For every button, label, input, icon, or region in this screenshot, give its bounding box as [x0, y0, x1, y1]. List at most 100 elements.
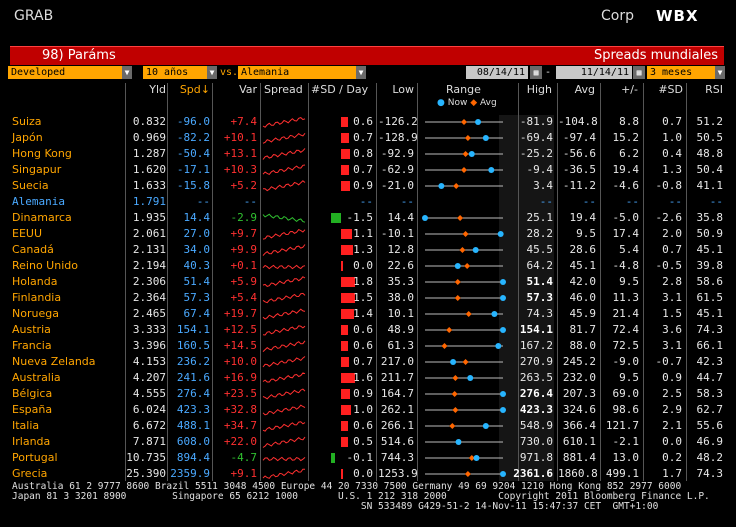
tenor-dropdown-icon[interactable]: ▼	[207, 66, 217, 79]
sd-day-bar	[341, 341, 349, 351]
table-row[interactable]: Hong Kong 1.287 -50.4 +13.1 0.8 -92.9 -25.2 -56…	[0, 146, 736, 162]
function-code: WBX	[656, 7, 699, 25]
sd-day-bar	[341, 357, 349, 367]
change-value: +5.4	[230, 291, 258, 304]
plus-minus-value: 9.5	[619, 275, 639, 288]
table-row[interactable]: Irlanda 7.871 608.0 +22.0 0.5 514.6 730.0 610.1…	[0, 434, 736, 450]
col-plus-minus[interactable]: +/-	[621, 83, 638, 96]
col-rsi[interactable]: RSI	[705, 83, 723, 96]
range-bar	[425, 423, 503, 429]
range-bar	[425, 375, 503, 381]
now-marker	[491, 311, 498, 317]
table-row[interactable]: Dinamarca 1.935 14.4 -2.9 -1.5 14.4 25.1 19.4 -5…	[0, 210, 736, 226]
col-spd[interactable]: Spd↓	[179, 83, 210, 96]
change-value: +0.1	[230, 259, 258, 272]
now-marker	[488, 167, 495, 173]
period-dropdown-icon[interactable]: ▼	[715, 66, 725, 79]
country-name: Canadá	[12, 243, 54, 256]
rsi-value: 35.8	[696, 211, 724, 224]
region-select[interactable]: Developed	[8, 66, 122, 79]
params-button[interactable]: 98) Paráms	[42, 48, 116, 63]
col-yld[interactable]: Yld	[149, 83, 166, 96]
table-row[interactable]: Francia 3.396 160.5 +14.5 0.6 61.3 167.2 88.0 72…	[0, 338, 736, 354]
region-dropdown-icon[interactable]: ▼	[122, 66, 132, 79]
sd-day-value: 0.6	[353, 115, 373, 128]
col-high[interactable]: High	[526, 83, 552, 96]
table-row[interactable]: Holanda 2.306 51.4 +5.9 1.8 35.3 51.4 42.0 9.5 2.…	[0, 274, 736, 290]
table-row[interactable]: Canadá 2.131 34.0 +9.9 1.3 12.8 45.5 28.6 5.4 0.7…	[0, 242, 736, 258]
change-value: +13.1	[223, 147, 257, 160]
sd-value: 1.0	[662, 131, 682, 144]
table-row[interactable]: Australia 4.207 241.6 +16.9 1.6 211.7 263.5 232…	[0, 370, 736, 386]
table-row[interactable]: Noruega 2.465 67.4 +19.7 1.4 10.1 74.3 45.9 21.4…	[0, 306, 736, 322]
low-value: 35.3	[387, 275, 415, 288]
low-value: -126.2	[378, 115, 418, 128]
table-row[interactable]: EEUU 2.061 27.0 +9.7 1.1 -10.1 28.2 9.5 17.4 2.0 5…	[0, 226, 736, 242]
now-marker	[438, 183, 445, 189]
sd-day-bar	[331, 213, 341, 223]
avg-marker	[449, 423, 456, 429]
table-row[interactable]: Japón 0.969 -82.2 +10.1 0.7 -128.9 -69.4 -97.4 1…	[0, 130, 736, 146]
table-row[interactable]: Portugal 10.735 894.4 -4.7 -0.1 744.3 971.8 881…	[0, 450, 736, 466]
col-avg[interactable]: Avg	[574, 83, 595, 96]
spread-sparkline	[262, 456, 306, 462]
col-var[interactable]: Var	[239, 83, 257, 96]
table-row[interactable]: Reino Unido 2.194 40.3 +0.1 0.0 22.6 64.2 45.1 -…	[0, 258, 736, 274]
table-row[interactable]: Finlandia 2.364 57.3 +5.4 1.5 38.0 57.3 46.0 11.…	[0, 290, 736, 306]
spread-sparkline	[262, 244, 306, 256]
table-row[interactable]: Alemania 1.791 -- -- -- -- -- -- -- -- --	[0, 194, 736, 210]
low-value: 514.6	[380, 435, 414, 448]
end-date-input[interactable]: 11/14/11	[556, 66, 632, 79]
rsi-value: 62.7	[696, 403, 724, 416]
benchmark-select[interactable]: Alemania	[238, 66, 356, 79]
plus-minus-value: 21.4	[612, 307, 640, 320]
change-value: -4.7	[230, 451, 258, 464]
sd-day-bar	[341, 293, 355, 303]
table-row[interactable]: Suiza 0.832 -96.0 +7.4 0.6 -126.2 -81.9 -104.8 8…	[0, 114, 736, 130]
col-spread[interactable]: Spread	[264, 83, 303, 96]
low-value: 14.4	[387, 211, 415, 224]
now-marker	[495, 343, 502, 349]
end-calendar-icon[interactable]: ▦	[633, 66, 645, 79]
spread-value: -15.8	[176, 179, 210, 192]
col-sd[interactable]: #SD	[658, 83, 683, 96]
table-row[interactable]: Nueva Zelanda 4.153 236.2 +10.0 0.7 217.0 270.…	[0, 354, 736, 370]
sparkline-path	[262, 421, 306, 432]
tenor-select[interactable]: 10 años	[143, 66, 207, 79]
low-value: -128.9	[378, 131, 418, 144]
spread-value: 608.0	[176, 435, 210, 448]
table-row[interactable]: España 6.024 423.3 +32.8 1.0 262.1 423.3 324.6 9…	[0, 402, 736, 418]
spread-value: -96.0	[176, 115, 210, 128]
avg-value: --	[582, 195, 596, 208]
sparkline-path	[262, 276, 306, 287]
now-marker	[500, 471, 506, 477]
table-row[interactable]: Bélgica 4.555 276.4 +23.5 0.9 164.7 276.4 207.3…	[0, 386, 736, 402]
period-select[interactable]: 3 meses	[647, 66, 715, 79]
now-marker	[468, 151, 475, 157]
col-range[interactable]: Range	[446, 83, 481, 96]
plus-minus-value: 15.2	[612, 131, 640, 144]
high-value: -81.9	[519, 115, 553, 128]
start-calendar-icon[interactable]: ▦	[530, 66, 542, 79]
table-row[interactable]: Italia 6.672 488.1 +34.7 0.6 266.1 548.9 366.4 1…	[0, 418, 736, 434]
yield-value: 2.364	[132, 291, 166, 304]
yield-value: 0.969	[132, 131, 166, 144]
table-row[interactable]: Grecia 25.390 2359.9 +9.1 0.0 1253.9 2361.6 186…	[0, 466, 736, 482]
sparkline-path	[262, 213, 306, 223]
sd-day-bar	[341, 389, 351, 399]
country-name: Reino Unido	[12, 259, 78, 272]
table-row[interactable]: Suecia 1.633 -15.8 +5.2 0.9 -21.0 3.4 -11.2 -4.6…	[0, 178, 736, 194]
footer-line-1: Australia 61 2 9777 8600 Brazil 5511 304…	[12, 481, 682, 492]
table-row[interactable]: Austria 3.333 154.1 +12.5 0.6 48.9 154.1 81.7 72…	[0, 322, 736, 338]
table-row[interactable]: Singapur 1.620 -17.1 +10.3 0.7 -62.9 -9.4 -36.5…	[0, 162, 736, 178]
spread-value: 236.2	[176, 355, 210, 368]
avg-marker	[459, 247, 466, 253]
spread-sparkline	[262, 164, 306, 176]
start-date-input[interactable]: 08/14/11	[466, 66, 528, 79]
col-low[interactable]: Low	[392, 83, 414, 96]
sparkline-path	[262, 325, 306, 336]
col-sd-day[interactable]: #SD / Day	[311, 83, 369, 96]
benchmark-dropdown-icon[interactable]: ▼	[356, 66, 366, 79]
yield-value: 4.207	[132, 371, 166, 384]
sd-day-value: 0.5	[353, 435, 373, 448]
